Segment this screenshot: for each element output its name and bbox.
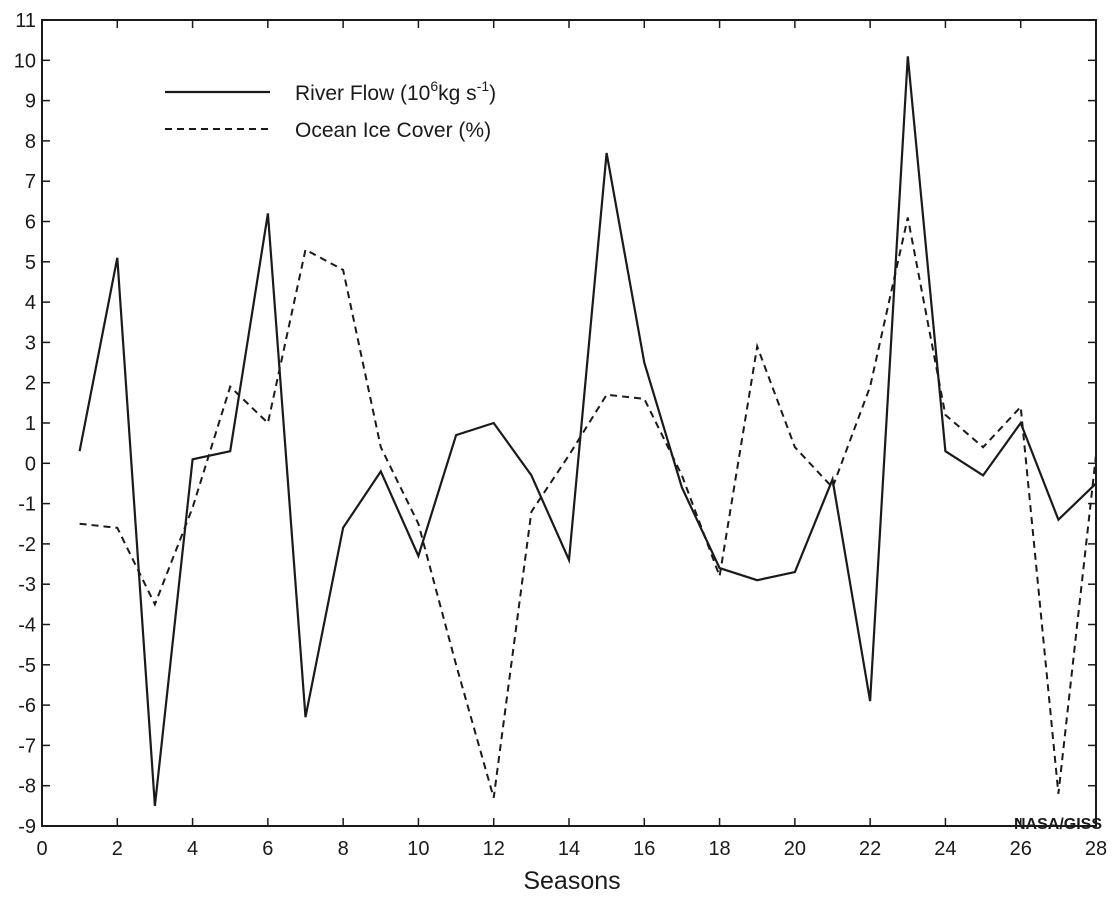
y-tick-label: -4 xyxy=(18,615,36,637)
y-tick-label: 5 xyxy=(25,252,36,274)
y-tick-label: -7 xyxy=(18,735,36,757)
y-axis: -9 -8 -7 -6 -5 -4 -3 -2 -1 0 1 2 3 4 5 6 7 8 9 10 11 xyxy=(14,10,1096,838)
y-tick-label: 4 xyxy=(25,292,36,314)
x-tick-label: 14 xyxy=(558,838,580,860)
y-tick-label: -3 xyxy=(18,574,36,596)
x-tick-label: 18 xyxy=(708,838,730,860)
x-tick-label: 24 xyxy=(934,838,956,860)
x-tick-label: 0 xyxy=(36,838,47,860)
y-tick-label: 9 xyxy=(25,91,36,113)
x-tick-label: 26 xyxy=(1010,838,1032,860)
x-tick-label: 4 xyxy=(187,838,198,860)
y-tick-label: -6 xyxy=(18,695,36,717)
y-tick-label: 8 xyxy=(25,131,36,153)
series-line-river-flow xyxy=(78,56,1097,807)
legend: River Flow (106kg s-1) Ocean Ice Cover (… xyxy=(165,78,496,142)
y-tick-label: 6 xyxy=(25,212,36,234)
x-tick-label: 22 xyxy=(859,838,881,860)
y-tick-label: 10 xyxy=(14,50,36,72)
x-axis-title: Seasons xyxy=(523,867,620,895)
y-tick-label: 0 xyxy=(25,453,36,475)
credit-label: NASA/GISS xyxy=(1014,816,1102,833)
y-tick-label: -8 xyxy=(18,776,36,798)
y-tick-label: 2 xyxy=(25,373,36,395)
series-line-ocean-ice-cover xyxy=(79,217,1097,799)
y-tick-label: -5 xyxy=(18,655,36,677)
x-tick-label: 10 xyxy=(407,838,429,860)
y-tick-label: 3 xyxy=(25,332,36,354)
series-layer xyxy=(78,56,1097,807)
y-tick-label: -9 xyxy=(18,816,36,838)
x-tick-label: 20 xyxy=(784,838,806,860)
y-tick-label: 11 xyxy=(15,10,36,32)
y-tick-label: 7 xyxy=(25,171,36,193)
x-tick-label: 8 xyxy=(338,838,349,860)
legend-label-river-flow: River Flow (106kg s-1) xyxy=(295,78,496,105)
plot-frame xyxy=(41,19,1097,827)
y-tick-label: 1 xyxy=(25,413,36,435)
x-tick-label: 16 xyxy=(633,838,655,860)
x-tick-label: 12 xyxy=(483,838,505,860)
y-tick-label: -1 xyxy=(18,494,36,516)
x-tick-label: 2 xyxy=(112,838,123,860)
legend-label-ocean-ice-cover: Ocean Ice Cover (%) xyxy=(295,119,491,142)
x-tick-label: 6 xyxy=(262,838,273,860)
y-tick-label: -2 xyxy=(18,534,36,556)
x-axis: 0 2 4 6 8 10 12 14 16 18 20 22 24 26 28 xyxy=(36,20,1107,860)
x-tick-label: 28 xyxy=(1085,838,1107,860)
